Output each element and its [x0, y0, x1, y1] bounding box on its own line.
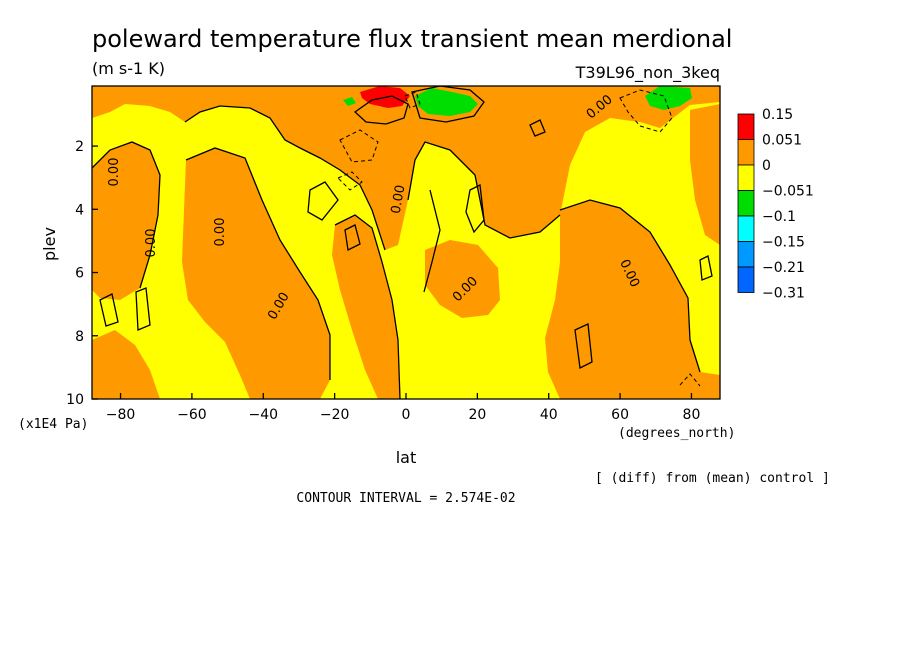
x-tick-label: 80: [683, 407, 701, 423]
colorbar-label: −0.051: [762, 184, 814, 200]
dashed-contour: [679, 373, 701, 387]
contour-line: [91, 141, 161, 289]
x-tick-label: 0: [402, 407, 411, 423]
contour-label: 0.00: [144, 229, 159, 258]
x-tick-label: 20: [468, 407, 486, 423]
colorbar-label: −0.21: [762, 260, 805, 276]
positive-region-south-column: [182, 148, 330, 399]
x-tick-label: 40: [540, 407, 558, 423]
diff-note: [ (diff) from (mean) control ]: [595, 471, 830, 486]
y-tick-label: 4: [75, 202, 84, 218]
colorbar-label: −0.31: [762, 286, 805, 302]
negative-region-north: [645, 86, 692, 110]
contour-line: [559, 199, 701, 373]
colorbar: 0.15 0.051 0 −0.051 −0.1 −0.15 −0.21 −0.31: [737, 107, 814, 302]
x-tick-label: −40: [248, 407, 278, 423]
positive-region-left: [92, 142, 160, 300]
x-axis: −80 −60 −40 −20 0 20 40 60 80: [106, 393, 701, 423]
contour-line: [407, 141, 561, 239]
colorbar-swatch: [737, 139, 755, 166]
x-axis-title: lat: [396, 448, 417, 467]
colorbar-label: −0.1: [762, 209, 796, 225]
colorbar-label: 0.051: [762, 133, 802, 149]
contour-line: [529, 119, 546, 137]
contour-line: [353, 95, 409, 125]
dashed-contour: [619, 89, 673, 133]
contour-line: [135, 287, 151, 331]
chart-title: poleward temperature flux transient mean…: [92, 25, 732, 53]
y-axis-title: plev: [40, 227, 59, 261]
contour-line: [99, 293, 119, 327]
contour-line: [185, 147, 331, 380]
dashed-contour: [337, 171, 363, 191]
x-tick-label: −80: [106, 407, 136, 423]
dashed-contour: [339, 129, 379, 163]
contour-line: [423, 189, 441, 293]
negative-region-equator: [415, 88, 478, 116]
chart-units: (m s-1 K): [92, 59, 165, 78]
colorbar-swatch: [737, 266, 755, 293]
y-axis: 2 4 6 8 10: [66, 139, 98, 408]
dashed-contour: [404, 91, 421, 109]
positive-region-bottom-left: [92, 330, 160, 399]
x-axis-units: (degrees_north): [618, 426, 735, 441]
colorbar-label: 0.15: [762, 107, 793, 123]
positive-region-north-center: [425, 240, 500, 318]
contour-line: [465, 184, 485, 234]
y-tick-label: 8: [75, 329, 84, 345]
run-label: T39L96_non_3keq: [575, 63, 720, 83]
positive-region-center: [332, 215, 400, 399]
contour-line: [411, 85, 485, 123]
colorbar-label: 0: [762, 158, 771, 174]
x-tick-label: −20: [320, 407, 350, 423]
colorbar-swatch: [737, 113, 755, 140]
positive-region-north: [545, 200, 720, 399]
y-tick-label: 6: [75, 266, 84, 282]
colorbar-swatch: [737, 215, 755, 242]
contour-label: 0.00: [213, 218, 228, 247]
contour-line: [184, 105, 386, 251]
contour-interval-label: CONTOUR INTERVAL = 2.574E-02: [296, 491, 515, 506]
contour-lines: [91, 85, 713, 400]
colorbar-swatch: [737, 241, 755, 268]
contour-line: [307, 181, 339, 221]
contour-line: [334, 214, 401, 400]
colorbar-swatch: [737, 190, 755, 217]
y-tick-label: 10: [66, 392, 84, 408]
positive-region-east-edge: [690, 104, 720, 245]
negative-region-small: [343, 97, 356, 106]
contour-label: 0.00: [389, 184, 409, 215]
colorbar-label: −0.15: [762, 235, 805, 251]
x-tick-label: −60: [177, 407, 207, 423]
contour-line: [699, 255, 713, 281]
positive-region-top: [92, 86, 720, 250]
contour-label: 0.00: [107, 158, 122, 187]
y-tick-label: 2: [75, 139, 84, 155]
colorbar-swatch: [737, 164, 755, 191]
negative-contour-lines: [337, 89, 701, 387]
y-axis-units: (x1E4 Pa): [18, 417, 88, 432]
x-tick-label: 60: [611, 407, 629, 423]
contour-line: [574, 323, 593, 369]
contour-line: [344, 224, 361, 251]
plot-area: 0.000.00 0.000.000.000.00 0.000.00: [91, 85, 721, 400]
